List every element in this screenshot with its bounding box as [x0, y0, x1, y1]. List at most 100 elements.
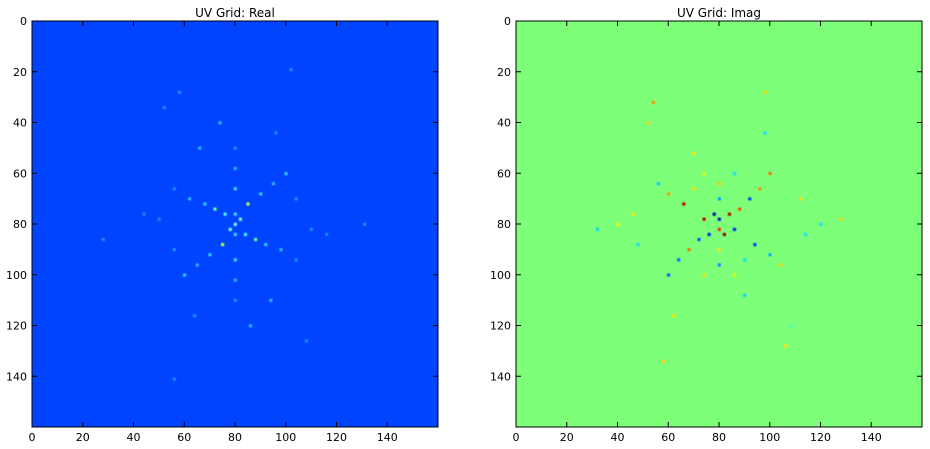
- x-tick-label: 100: [275, 431, 296, 444]
- y-tick-label: 40: [497, 117, 511, 130]
- uv-pixel: [172, 187, 176, 191]
- y-tick-label: 140: [6, 370, 27, 383]
- uv-pixel: [203, 202, 207, 206]
- chart-title: UV Grid: Real: [195, 6, 275, 20]
- chart-title: UV Grid: Imag: [677, 6, 761, 20]
- uv-pixel: [819, 222, 823, 226]
- uv-pixel: [198, 146, 202, 150]
- uv-pixel: [243, 232, 248, 237]
- uv-pixel: [208, 253, 212, 257]
- uv-pixel: [702, 273, 706, 277]
- uv-pixel: [172, 377, 176, 381]
- uv-pixel: [233, 232, 237, 237]
- y-tick-label: 80: [13, 218, 27, 231]
- uv-pixel: [248, 324, 253, 328]
- uv-pixel: [218, 121, 222, 125]
- y-tick-label: 40: [13, 117, 27, 130]
- uv-pixel: [748, 197, 752, 201]
- uv-pixel: [279, 248, 283, 252]
- uv-pixel: [697, 237, 701, 242]
- uv-pixel: [758, 187, 762, 191]
- uv-pixel: [616, 222, 620, 226]
- uv-pixel: [804, 232, 808, 237]
- uv-pixel: [743, 293, 747, 297]
- y-tick-label: 80: [497, 218, 511, 231]
- uv-pixel: [636, 243, 640, 247]
- x-tick-label: 60: [661, 431, 675, 444]
- uv-pixel: [702, 171, 706, 176]
- uv-pixel: [717, 227, 721, 231]
- uv-pixel: [325, 232, 329, 237]
- uv-pixel: [274, 131, 278, 135]
- uv-pixel: [246, 202, 250, 206]
- uv-pixel: [233, 222, 237, 226]
- y-tick-label: 0: [20, 15, 27, 28]
- uv-pixel: [682, 202, 686, 206]
- x-tick-label: 80: [712, 431, 726, 444]
- uv-pixel: [304, 339, 308, 343]
- y-tick-label: 60: [497, 167, 511, 180]
- uv-pixel: [162, 106, 166, 110]
- uv-pixel: [798, 197, 803, 201]
- uv-pixel: [101, 237, 105, 242]
- uv-pixel: [631, 212, 635, 216]
- y-tick-label: 120: [490, 320, 511, 333]
- uv-pixel: [264, 243, 268, 247]
- x-tick-label: 40: [127, 431, 141, 444]
- uv-pixel: [672, 314, 676, 318]
- uv-pixel: [289, 67, 293, 72]
- uv-pixel: [233, 187, 237, 191]
- y-tick-label: 20: [13, 66, 27, 79]
- uv-pixel: [221, 243, 225, 247]
- uv-pixel: [228, 227, 232, 231]
- uv-pixel: [732, 171, 737, 176]
- uv-pixel: [188, 197, 192, 201]
- uv-pixel: [839, 217, 843, 221]
- y-tick-label: 120: [6, 320, 27, 333]
- uv-pixel: [195, 263, 199, 267]
- x-tick-label: 20: [560, 431, 574, 444]
- uv-pixel: [172, 248, 176, 252]
- uv-pixel: [233, 166, 237, 171]
- uv-pixel: [269, 298, 273, 303]
- uv-pixel: [157, 217, 161, 221]
- uv-pixel: [142, 212, 146, 216]
- uv-pixel: [717, 197, 721, 201]
- uv-pixel: [717, 263, 721, 267]
- uv-pixel: [717, 182, 721, 186]
- uv-pixel: [182, 273, 187, 277]
- uv-pixel: [259, 192, 263, 196]
- uv-pixel: [294, 197, 298, 201]
- uv-pixel: [717, 248, 721, 252]
- uv-pixel: [666, 273, 671, 277]
- heatmap-panel-real: 0 20 40 60 80 100 120 140 0 20 40 60 80 100 120 140 UV…: [6, 6, 439, 444]
- uv-pixel: [213, 207, 217, 211]
- x-tick-label: 0: [513, 431, 520, 444]
- y-tick-label: 100: [490, 269, 511, 282]
- uv-pixel: [177, 90, 182, 94]
- uv-pixel: [778, 263, 782, 267]
- uv-pixel: [783, 344, 787, 348]
- x-tick-label: 120: [326, 431, 347, 444]
- x-tick-label: 40: [611, 431, 625, 444]
- uv-pixel: [661, 359, 666, 363]
- uv-pixel: [233, 258, 237, 262]
- uv-pixel: [233, 278, 237, 282]
- uv-pixel: [677, 258, 681, 262]
- uv-pixel: [595, 227, 600, 231]
- uv-pixel: [651, 100, 655, 105]
- x-tick-label: 0: [29, 431, 36, 444]
- uv-pixel: [727, 212, 732, 216]
- x-tick-label: 140: [861, 431, 882, 444]
- uv-pixel: [238, 217, 242, 221]
- y-tick-label: 0: [504, 15, 511, 28]
- x-tick-label: 80: [228, 431, 242, 444]
- uv-pixel: [763, 90, 767, 94]
- y-tick-label: 100: [6, 269, 27, 282]
- y-tick-label: 140: [490, 370, 511, 383]
- x-tick-label: 140: [377, 431, 398, 444]
- uv-pixel: [753, 243, 757, 247]
- uv-pixel: [738, 207, 742, 211]
- x-tick-label: 120: [810, 431, 831, 444]
- uv-pixel: [309, 227, 314, 231]
